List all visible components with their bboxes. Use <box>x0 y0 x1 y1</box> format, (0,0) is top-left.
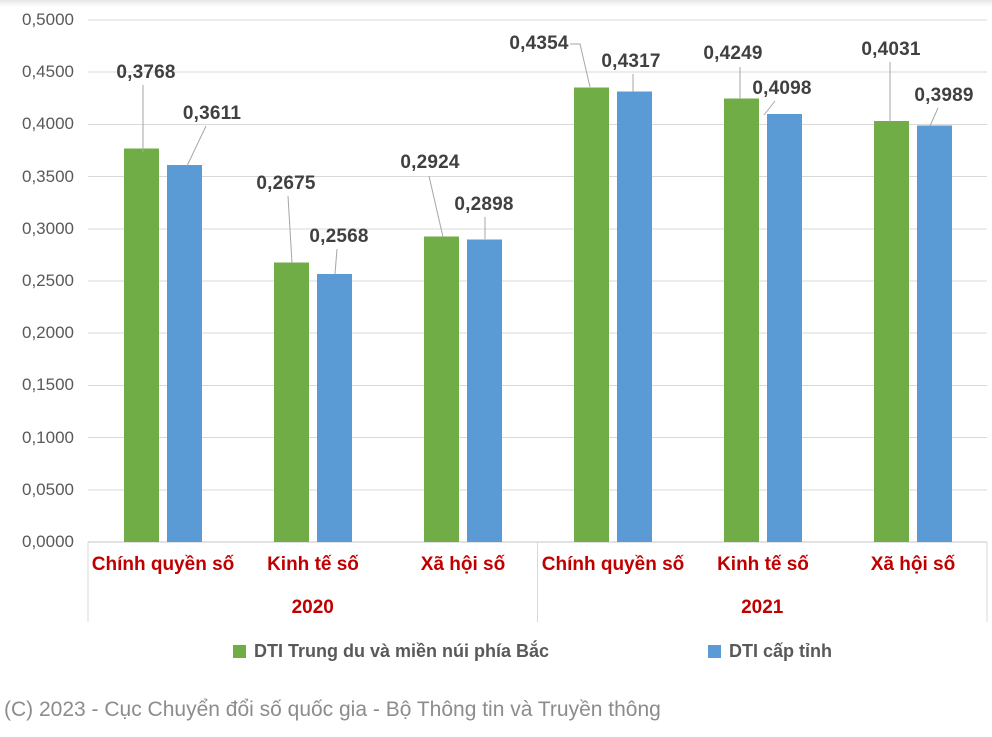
bar-chart-plot-area: 0,0000 0,0500 0,1000 0,1500 0,2000 0,2500 0,30… <box>22 10 988 622</box>
y-axis-tick-label: 0,1000 <box>22 427 74 447</box>
category-label: Xã hội số <box>420 554 506 575</box>
y-axis-tick-label: 0,3500 <box>22 166 74 186</box>
bar-value-label: 0,3768 <box>116 62 176 83</box>
bar-series0-slot3 <box>574 87 609 543</box>
bar-value-label: 0,4354 <box>509 33 569 54</box>
bar-series0-slot0 <box>124 148 159 543</box>
bar-series0-slot4 <box>724 98 759 542</box>
bar-series0-slot5 <box>874 121 909 542</box>
copyright-text: (C) 2023 - Cục Chuyển đổi số quốc gia - … <box>4 698 661 721</box>
y-axis-tick-label: 0,0000 <box>22 532 74 551</box>
bar-value-label: 0,4031 <box>861 39 921 60</box>
chart-canvas <box>87 19 988 622</box>
bar-series1-slot5 <box>917 125 952 542</box>
year-group-label: 2020 <box>291 597 334 618</box>
category-label: Xã hội số <box>870 554 956 575</box>
legend-label-region: DTI Trung du và miền núi phía Bắc <box>254 640 550 661</box>
bar-series0-slot2 <box>424 236 459 542</box>
value-leader-line <box>570 43 591 88</box>
bar-series0-slot1 <box>274 262 309 542</box>
value-leader-line <box>929 107 939 127</box>
y-axis-tick-label: 0,2500 <box>22 271 74 290</box>
category-label: Kinh tế số <box>717 554 809 575</box>
y-axis-tick-label: 0,4500 <box>22 62 74 82</box>
bar-value-label: 0,2924 <box>400 152 460 173</box>
bar-series1-slot4 <box>767 114 802 543</box>
legend-label-province: DTI cấp tỉnh <box>729 640 832 661</box>
bar-series1-slot0 <box>167 165 202 542</box>
value-leader-line <box>287 195 293 264</box>
bar-value-label: 0,4317 <box>601 51 661 72</box>
y-axis-tick-label: 0,2000 <box>22 323 74 343</box>
bar-series1-slot1 <box>317 273 352 542</box>
y-axis-tick-label: 0,1500 <box>22 375 74 395</box>
category-label: Kinh tế số <box>267 554 359 575</box>
bar-value-label: 0,2675 <box>256 173 316 194</box>
chart-legend: DTI Trung du và miền núi phía Bắc DTI cấ… <box>0 638 992 666</box>
bar-series1-slot3 <box>617 91 652 542</box>
top-edge-shadow <box>0 0 992 7</box>
category-label: Chính quyền số <box>91 554 235 575</box>
bar-value-label: 0,3611 <box>182 103 242 124</box>
legend-swatch-green <box>233 644 246 658</box>
bar-value-label: 0,3989 <box>914 85 974 106</box>
value-leader-line <box>763 100 776 116</box>
y-axis-tick-label: 0,4000 <box>22 114 74 134</box>
year-group-label: 2021 <box>741 597 784 618</box>
legend-item-province: DTI cấp tỉnh <box>708 640 832 662</box>
legend-swatch-blue <box>708 644 721 658</box>
legend-item-region: DTI Trung du và miền núi phía Bắc <box>233 640 549 662</box>
category-label: Chính quyền số <box>541 554 685 575</box>
y-axis-tick-label: 0,3000 <box>22 218 74 238</box>
y-axis-tick-label: 0,0500 <box>22 479 74 499</box>
value-leader-line <box>428 175 444 238</box>
y-axis-tick-label: 0,5000 <box>22 10 74 29</box>
bar-value-label: 0,2898 <box>454 194 514 215</box>
value-leader-line <box>186 125 207 167</box>
bar-series1-slot2 <box>467 239 502 543</box>
bar-value-label: 0,4249 <box>703 43 763 64</box>
bar-value-label: 0,2568 <box>309 226 369 247</box>
value-leader-line <box>334 248 338 275</box>
bar-value-label: 0,4098 <box>752 78 812 99</box>
